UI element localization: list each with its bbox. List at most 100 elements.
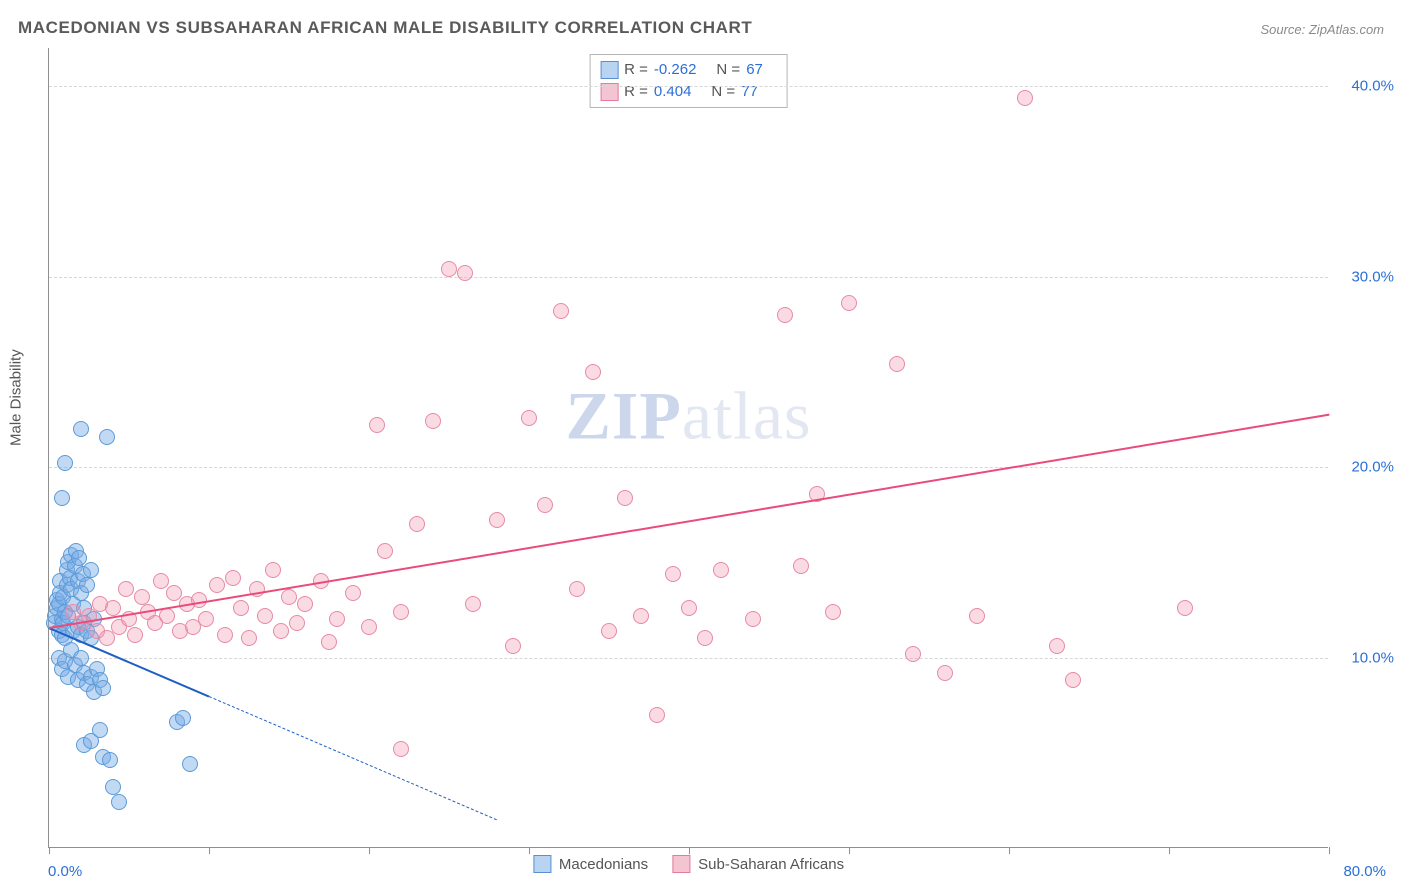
data-point-subsaharan [585,364,601,380]
data-point-subsaharan [289,615,305,631]
data-point-subsaharan [134,589,150,605]
n-label: N = [716,59,740,81]
data-point-subsaharan [825,604,841,620]
data-point-subsaharan [649,707,665,723]
data-point-subsaharan [225,570,241,586]
data-point-subsaharan [633,608,649,624]
data-point-macedonians [54,490,70,506]
data-point-subsaharan [393,604,409,620]
data-point-subsaharan [1065,672,1081,688]
data-point-subsaharan [505,638,521,654]
data-point-subsaharan [537,497,553,513]
trend-line [49,414,1329,629]
correlation-legend: R = -0.262 N = 67 R = 0.404 N = 77 [589,54,788,108]
data-point-macedonians [83,562,99,578]
data-point-subsaharan [465,596,481,612]
data-point-subsaharan [1017,90,1033,106]
gridline [49,86,1328,87]
legend-item-macedonians: Macedonians [533,855,648,873]
y-tick-label: 30.0% [1351,268,1394,285]
data-point-macedonians [182,756,198,772]
data-point-subsaharan [889,356,905,372]
y-tick-label: 20.0% [1351,459,1394,476]
chart-title: MACEDONIAN VS SUBSAHARAN AFRICAN MALE DI… [18,18,752,38]
x-tick [1329,847,1330,854]
data-point-subsaharan [969,608,985,624]
data-point-subsaharan [198,611,214,627]
x-tick [49,847,50,854]
n-value-macedonians: 67 [746,59,763,81]
data-point-subsaharan [441,261,457,277]
data-point-subsaharan [745,611,761,627]
data-point-subsaharan [118,581,134,597]
data-point-subsaharan [297,596,313,612]
correlation-row-macedonians: R = -0.262 N = 67 [600,59,777,81]
gridline [49,277,1328,278]
data-point-subsaharan [241,630,257,646]
data-point-subsaharan [617,490,633,506]
data-point-subsaharan [369,417,385,433]
data-point-macedonians [175,710,191,726]
data-point-subsaharan [281,589,297,605]
watermark-part2: atlas [682,377,812,453]
r-label: R = [624,81,648,103]
x-axis-max-label: 80.0% [1343,863,1386,880]
data-point-subsaharan [521,410,537,426]
data-point-subsaharan [393,741,409,757]
source-attribution: Source: ZipAtlas.com [1260,22,1384,37]
trend-line [209,696,497,820]
data-point-subsaharan [377,543,393,559]
r-value-macedonians: -0.262 [654,59,697,81]
data-point-macedonians [102,752,118,768]
x-tick [689,847,690,854]
r-value-subsaharan: 0.404 [654,81,692,103]
data-point-subsaharan [697,630,713,646]
x-tick [1009,847,1010,854]
correlation-row-subsaharan: R = 0.404 N = 77 [600,81,777,103]
legend-label-macedonians: Macedonians [559,856,648,873]
watermark: ZIPatlas [566,376,812,455]
data-point-subsaharan [569,581,585,597]
gridline [49,658,1328,659]
data-point-subsaharan [209,577,225,593]
x-tick [209,847,210,854]
x-axis-min-label: 0.0% [48,863,82,880]
data-point-subsaharan [105,600,121,616]
data-point-subsaharan [321,634,337,650]
data-point-macedonians [99,429,115,445]
swatch-macedonians [533,855,551,873]
data-point-macedonians [73,650,89,666]
data-point-subsaharan [553,303,569,319]
data-point-subsaharan [777,307,793,323]
data-point-macedonians [111,794,127,810]
data-point-macedonians [57,455,73,471]
data-point-subsaharan [457,265,473,281]
data-point-subsaharan [905,646,921,662]
gridline [49,467,1328,468]
data-point-subsaharan [233,600,249,616]
data-point-subsaharan [841,295,857,311]
data-point-subsaharan [409,516,425,532]
data-point-subsaharan [425,413,441,429]
data-point-subsaharan [217,627,233,643]
plot-area: ZIPatlas R = -0.262 N = 67 R = 0.404 N =… [48,48,1328,848]
series-legend: Macedonians Sub-Saharan Africans [533,855,844,873]
y-tick-label: 10.0% [1351,649,1394,666]
swatch-subsaharan [672,855,690,873]
n-value-subsaharan: 77 [741,81,758,103]
data-point-subsaharan [713,562,729,578]
legend-item-subsaharan: Sub-Saharan Africans [672,855,844,873]
data-point-macedonians [79,577,95,593]
x-tick [1169,847,1170,854]
data-point-macedonians [95,680,111,696]
y-axis-title: Male Disability [8,349,25,446]
data-point-subsaharan [273,623,289,639]
r-label: R = [624,59,648,81]
watermark-part1: ZIP [566,377,682,453]
data-point-subsaharan [681,600,697,616]
x-tick [849,847,850,854]
n-label: N = [711,81,735,103]
data-point-macedonians [73,421,89,437]
data-point-subsaharan [361,619,377,635]
data-point-subsaharan [937,665,953,681]
